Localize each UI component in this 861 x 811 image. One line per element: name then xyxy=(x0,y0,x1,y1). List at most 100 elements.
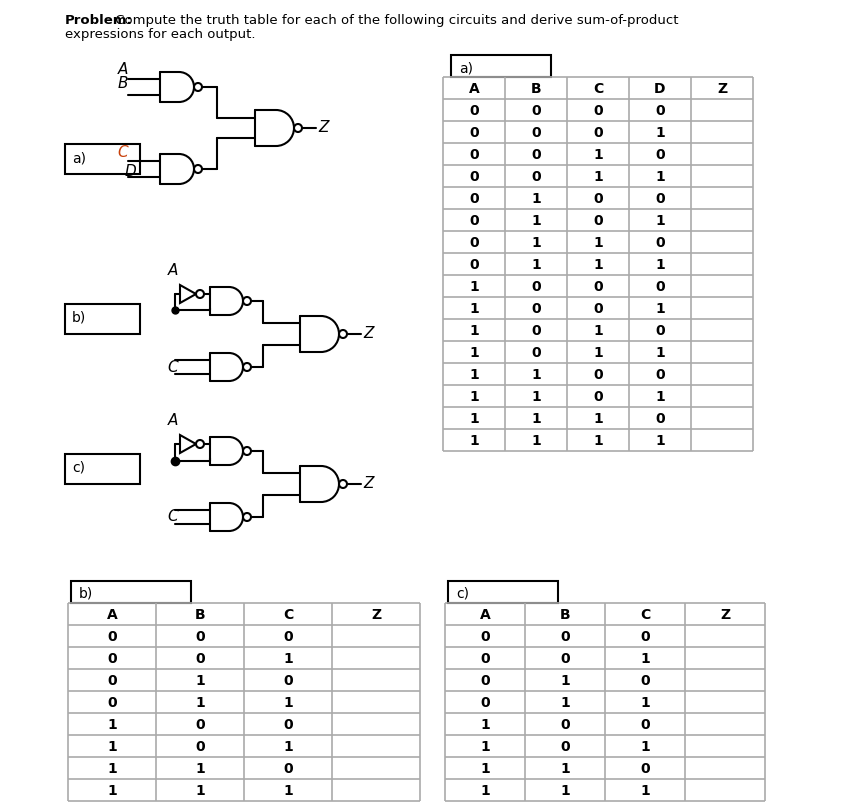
Text: 1: 1 xyxy=(195,695,205,709)
Text: A: A xyxy=(468,82,479,96)
Text: 0: 0 xyxy=(530,324,540,337)
Text: Z: Z xyxy=(362,476,373,491)
Text: 1: 1 xyxy=(468,367,479,381)
Text: 0: 0 xyxy=(592,126,602,139)
Text: 1: 1 xyxy=(468,433,479,448)
Text: B: B xyxy=(559,607,570,621)
Text: b): b) xyxy=(79,586,93,600)
Text: 1: 1 xyxy=(530,433,540,448)
Text: 1: 1 xyxy=(592,236,602,250)
Text: 1: 1 xyxy=(468,345,479,359)
Text: 0: 0 xyxy=(654,367,664,381)
Text: 1: 1 xyxy=(468,389,479,404)
Text: 1: 1 xyxy=(592,169,602,184)
Text: b): b) xyxy=(72,311,86,324)
Bar xyxy=(65,145,139,175)
Text: 1: 1 xyxy=(468,280,479,294)
Circle shape xyxy=(243,298,251,306)
Text: B: B xyxy=(117,76,127,91)
Text: 0: 0 xyxy=(468,236,478,250)
Text: 0: 0 xyxy=(283,629,293,643)
Text: 0: 0 xyxy=(560,651,569,665)
Text: D: D xyxy=(124,164,136,178)
Text: 1: 1 xyxy=(654,345,664,359)
Circle shape xyxy=(195,440,204,448)
Bar xyxy=(65,305,139,335)
Text: 0: 0 xyxy=(530,126,540,139)
Text: 0: 0 xyxy=(640,629,649,643)
Text: Z: Z xyxy=(719,607,729,621)
Text: A: A xyxy=(117,62,127,77)
Text: Z: Z xyxy=(716,82,726,96)
Text: 1: 1 xyxy=(560,761,569,775)
Circle shape xyxy=(194,165,201,174)
Text: 1: 1 xyxy=(654,389,664,404)
Text: Z: Z xyxy=(362,326,373,341)
Text: 1: 1 xyxy=(468,324,479,337)
Text: c): c) xyxy=(455,586,468,600)
Text: 1: 1 xyxy=(654,302,664,315)
Text: 0: 0 xyxy=(107,651,117,665)
Text: 1: 1 xyxy=(530,411,540,426)
Text: 1: 1 xyxy=(560,673,569,687)
Text: 0: 0 xyxy=(530,345,540,359)
Circle shape xyxy=(243,448,251,456)
Text: A: A xyxy=(107,607,117,621)
Text: 0: 0 xyxy=(654,280,664,294)
Text: 0: 0 xyxy=(480,629,489,643)
Text: 1: 1 xyxy=(654,214,664,228)
Circle shape xyxy=(243,363,251,371)
Text: 0: 0 xyxy=(530,104,540,118)
Text: Problem:: Problem: xyxy=(65,14,133,27)
Text: c): c) xyxy=(72,461,85,474)
Text: 0: 0 xyxy=(195,629,205,643)
Text: 0: 0 xyxy=(468,126,478,139)
Text: 0: 0 xyxy=(592,367,602,381)
Text: 1: 1 xyxy=(468,411,479,426)
Text: 0: 0 xyxy=(480,673,489,687)
Text: 0: 0 xyxy=(530,302,540,315)
Text: 0: 0 xyxy=(654,236,664,250)
Text: 1: 1 xyxy=(195,673,205,687)
Text: 1: 1 xyxy=(592,324,602,337)
Text: 0: 0 xyxy=(654,411,664,426)
Text: 0: 0 xyxy=(640,673,649,687)
Text: 0: 0 xyxy=(283,717,293,731)
Text: 0: 0 xyxy=(592,214,602,228)
Text: 1: 1 xyxy=(640,783,649,797)
Text: 0: 0 xyxy=(195,717,205,731)
Text: 0: 0 xyxy=(640,717,649,731)
Text: 0: 0 xyxy=(560,739,569,753)
Text: 1: 1 xyxy=(592,258,602,272)
Bar xyxy=(71,581,191,603)
Text: 0: 0 xyxy=(283,673,293,687)
Text: 1: 1 xyxy=(107,783,117,797)
Text: D: D xyxy=(653,82,665,96)
Text: 0: 0 xyxy=(592,302,602,315)
Text: 1: 1 xyxy=(640,695,649,709)
Text: 1: 1 xyxy=(480,783,489,797)
Text: 1: 1 xyxy=(282,783,293,797)
Text: 1: 1 xyxy=(654,258,664,272)
Text: 0: 0 xyxy=(468,191,478,206)
Text: 1: 1 xyxy=(592,433,602,448)
Circle shape xyxy=(243,513,251,521)
Text: 1: 1 xyxy=(480,761,489,775)
Text: a): a) xyxy=(458,61,473,75)
Text: 0: 0 xyxy=(530,169,540,184)
Text: 1: 1 xyxy=(592,411,602,426)
Text: 1: 1 xyxy=(640,651,649,665)
Text: 0: 0 xyxy=(195,651,205,665)
Text: 0: 0 xyxy=(560,629,569,643)
Text: A: A xyxy=(167,263,177,277)
Text: 1: 1 xyxy=(468,302,479,315)
Circle shape xyxy=(194,84,201,92)
Text: C: C xyxy=(167,508,177,523)
Text: 1: 1 xyxy=(530,236,540,250)
Text: 0: 0 xyxy=(107,695,117,709)
Text: 1: 1 xyxy=(107,739,117,753)
Text: Compute the truth table for each of the following circuits and derive sum-of-pro: Compute the truth table for each of the … xyxy=(111,14,678,27)
Text: 0: 0 xyxy=(592,389,602,404)
Text: C: C xyxy=(167,359,177,375)
Text: 1: 1 xyxy=(592,345,602,359)
